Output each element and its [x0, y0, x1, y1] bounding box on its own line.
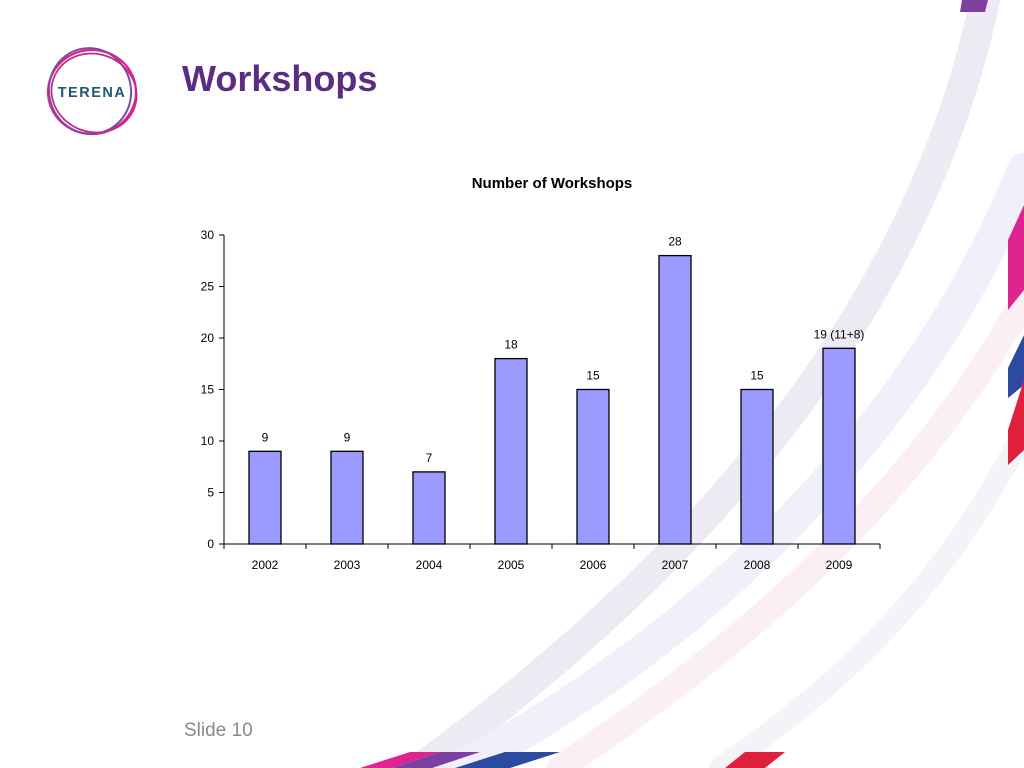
- data-label: 19 (11+8): [814, 327, 865, 341]
- data-label: 18: [504, 338, 518, 352]
- bar-2009: [822, 347, 856, 545]
- bar-2008: [740, 388, 774, 545]
- logo-text: TERENA: [58, 85, 127, 101]
- slide-title: Workshops: [182, 58, 378, 99]
- y-tick-label: 25: [201, 280, 215, 294]
- edge-stripe-magenta: [1008, 205, 1024, 310]
- y-tick-label: 5: [207, 486, 214, 500]
- x-tick-label: 2007: [662, 558, 689, 572]
- y-tick-label: 0: [207, 537, 214, 551]
- y-tick-label: 10: [201, 434, 215, 448]
- data-label: 15: [750, 369, 764, 383]
- x-tick-label: 2006: [580, 558, 607, 572]
- corner-stripe-purple: [960, 0, 988, 12]
- terena-logo: TERENA: [46, 47, 138, 136]
- data-label: 9: [344, 430, 351, 444]
- swoosh-arc: [709, 419, 1024, 768]
- data-label: 15: [586, 369, 600, 383]
- data-label: 28: [668, 235, 682, 249]
- bottom-stripe-red: [725, 752, 785, 768]
- bar-2006: [576, 388, 610, 545]
- bar-2003: [330, 450, 364, 545]
- x-tick-label: 2004: [416, 558, 443, 572]
- bar-2002: [248, 450, 282, 545]
- edge-stripe-blue: [1008, 335, 1024, 398]
- bottom-stripe-purple: [392, 752, 480, 768]
- bottom-stripe-blue: [455, 752, 560, 768]
- data-label: 9: [262, 430, 269, 444]
- x-tick-label: 2003: [334, 558, 361, 572]
- edge-stripe-red: [1008, 380, 1024, 465]
- x-tick-label: 2008: [744, 558, 771, 572]
- bar-2004: [412, 471, 446, 545]
- logo-ring: [50, 52, 138, 134]
- bottom-stripe-magenta: [360, 752, 440, 768]
- y-tick-label: 30: [201, 228, 215, 242]
- workshops-bar-chart: Number of Workshops 0 5 10 15 20 25 30 9 2002 9 200…: [201, 175, 881, 572]
- slide-number: Slide 10: [184, 720, 253, 741]
- bar-2005: [494, 357, 528, 545]
- x-tick-label: 2002: [252, 558, 279, 572]
- x-tick-label: 2005: [498, 558, 525, 572]
- x-tick-label: 2009: [826, 558, 853, 572]
- y-tick-label: 20: [201, 331, 215, 345]
- chart-title: Number of Workshops: [472, 175, 633, 192]
- bar-2007: [658, 254, 692, 545]
- swoosh-arc: [443, 153, 1024, 768]
- data-label: 7: [426, 451, 433, 465]
- y-tick-label: 15: [201, 383, 215, 397]
- swoosh-arc: [547, 287, 1024, 768]
- swoosh-arc: [405, 0, 1000, 768]
